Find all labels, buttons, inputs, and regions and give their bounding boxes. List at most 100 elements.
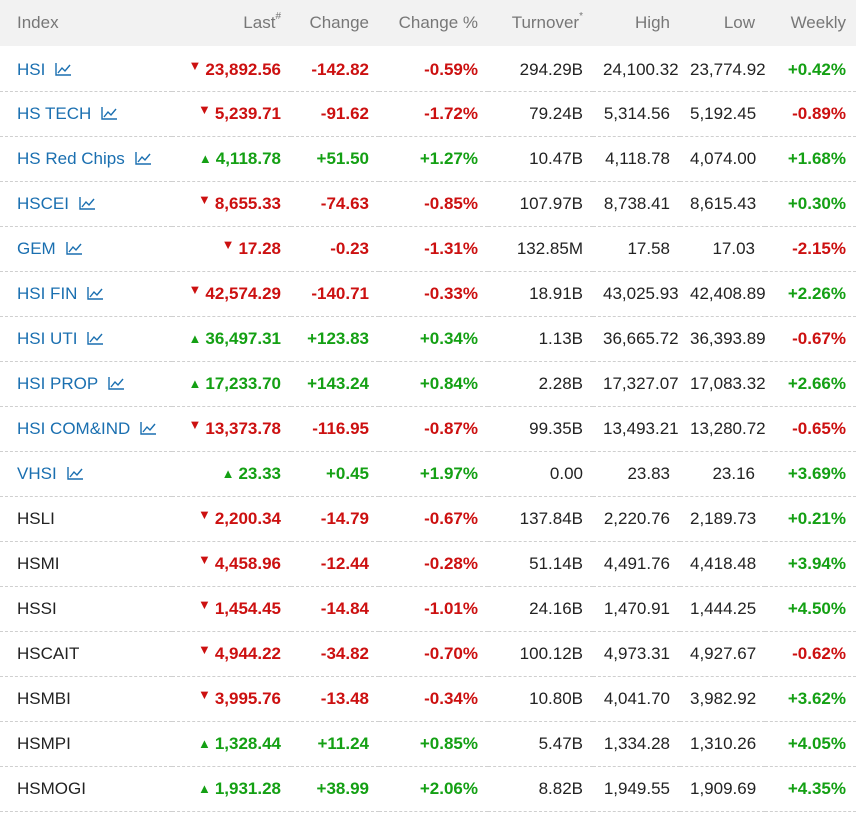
index-name-cell: HSCEI — [0, 181, 172, 227]
chart-icon[interactable] — [108, 375, 125, 390]
low-value: 1,310.26 — [680, 721, 765, 767]
header-low[interactable]: Low — [723, 13, 755, 32]
header-change[interactable]: Change — [309, 13, 369, 32]
chart-icon[interactable] — [79, 195, 96, 210]
table-body: HSI ▼ 23,892.56 -142.82 -0.59% 294.29B 24,100.… — [0, 46, 856, 812]
weekly-value: -2.15% — [765, 226, 856, 272]
last-cell: ▼ 5,239.71 — [172, 91, 291, 137]
last-value: 13,373.78 — [205, 418, 281, 438]
low-value: 13,280.72 — [680, 406, 766, 452]
weekly-value: +4.50% — [765, 586, 856, 632]
index-name[interactable]: HSI COM&IND — [17, 418, 131, 438]
high-value: 8,738.41 — [593, 181, 680, 227]
down-arrow-icon: ▼ — [221, 236, 235, 252]
chart-icon[interactable] — [87, 330, 104, 345]
high-value: 23.83 — [593, 451, 680, 497]
index-name[interactable]: HS TECH — [17, 103, 92, 123]
chart-icon[interactable] — [55, 61, 72, 76]
table-row: HSI FIN ▼ 42,574.29 -140.71 -0.33% 18.91B 43,0… — [0, 271, 856, 317]
index-name-cell: HSMBI — [0, 676, 172, 722]
low-value: 17.03 — [680, 226, 765, 272]
index-name[interactable]: HS Red Chips — [17, 148, 125, 168]
weekly-value: +4.05% — [765, 721, 856, 767]
table-row: HSLI ▼ 2,200.34 -14.79 -0.67% 137.84B 2,220.76… — [0, 496, 856, 542]
chart-icon[interactable] — [140, 420, 157, 435]
last-value: 36,497.31 — [205, 328, 281, 348]
index-name: HSMI — [17, 553, 60, 573]
change-pct-value: +2.06% — [379, 766, 488, 812]
index-name-cell: VHSI — [0, 451, 172, 497]
turnover-value: 137.84B — [488, 496, 593, 542]
down-arrow-icon: ▼ — [197, 101, 211, 117]
header-high[interactable]: High — [635, 13, 670, 32]
index-name: HSMBI — [17, 688, 71, 708]
weekly-value: +4.35% — [765, 766, 856, 812]
index-name[interactable]: HSI — [17, 60, 46, 80]
index-name[interactable]: VHSI — [17, 463, 57, 483]
index-name[interactable]: HSI PROP — [17, 373, 99, 393]
header-weekly[interactable]: Weekly — [790, 13, 846, 32]
low-value: 8,615.43 — [680, 181, 765, 227]
index-name: HSMPI — [17, 733, 71, 753]
change-value: -0.23 — [291, 226, 379, 272]
low-value: 4,418.48 — [680, 541, 765, 587]
index-name-cell: HSMOGI — [0, 766, 172, 812]
last-value: 1,931.28 — [214, 778, 281, 798]
low-value: 1,909.69 — [680, 766, 765, 812]
high-value: 4,118.78 — [593, 136, 680, 182]
low-value: 3,982.92 — [680, 676, 765, 722]
down-arrow-icon: ▼ — [197, 191, 211, 207]
header-turnover[interactable]: Turnover* — [511, 11, 583, 32]
up-arrow-icon: ▲ — [188, 330, 202, 346]
last-value: 4,118.78 — [215, 148, 281, 168]
last-cell: ▲ 4,118.78 — [172, 136, 291, 182]
index-name-cell: HSCAIT — [0, 631, 172, 677]
table-row: HSI COM&IND ▼ 13,373.78 -116.95 -0.87% 99.35B… — [0, 406, 856, 452]
header-index[interactable]: Index — [17, 13, 59, 32]
last-value: 42,574.29 — [205, 283, 281, 303]
last-value: 23,892.56 — [205, 60, 281, 80]
change-pct-value: -1.72% — [379, 91, 488, 137]
header-last[interactable]: Last# — [243, 11, 281, 32]
last-cell: ▲ 23.33 — [172, 451, 291, 497]
index-name[interactable]: HSCEI — [17, 193, 69, 213]
chart-icon[interactable] — [101, 105, 118, 120]
index-name[interactable]: HSI UTI — [17, 328, 78, 348]
weekly-value: +3.94% — [765, 541, 856, 587]
chart-icon[interactable] — [66, 240, 83, 255]
chart-icon[interactable] — [66, 465, 84, 480]
change-value: +38.99 — [291, 766, 379, 812]
change-pct-value: -0.70% — [379, 631, 488, 677]
change-value: +51.50 — [291, 136, 379, 182]
weekly-value: +0.21% — [765, 496, 856, 542]
turnover-value: 79.24B — [488, 91, 593, 137]
change-value: +0.45 — [291, 451, 379, 497]
index-name[interactable]: HSI FIN — [17, 283, 78, 303]
last-cell: ▼ 2,200.34 — [172, 496, 291, 542]
change-pct-value: -1.01% — [379, 586, 488, 632]
change-value: -34.82 — [291, 631, 379, 677]
header-change-pct[interactable]: Change % — [398, 13, 478, 32]
index-name: HSSI — [17, 598, 57, 618]
last-cell: ▼ 42,574.29 — [172, 271, 291, 317]
weekly-value: +2.66% — [765, 361, 856, 407]
low-value: 1,444.25 — [680, 586, 765, 632]
table-row: HSSI ▼ 1,454.45 -14.84 -1.01% 24.16B 1,470.91 1… — [0, 586, 856, 632]
table-row: HSI PROP ▲ 17,233.70 +143.24 +0.84% 2.28B 17,3… — [0, 361, 856, 407]
index-name-cell: HSMPI — [0, 721, 172, 767]
turnover-value: 1.13B — [488, 316, 593, 362]
index-name-cell: HS TECH — [0, 91, 172, 137]
last-cell: ▼ 4,458.96 — [172, 541, 291, 587]
header-turnover-mark: * — [579, 11, 583, 23]
index-name[interactable]: GEM — [17, 238, 56, 258]
high-value: 13,493.21 — [593, 406, 680, 452]
chart-icon[interactable] — [135, 150, 152, 165]
weekly-value: -0.89% — [765, 91, 856, 137]
index-name-cell: HSI PROP — [0, 361, 172, 407]
table-row: HSMPI ▲ 1,328.44 +11.24 +0.85% 5.47B 1,334.28 1… — [0, 721, 856, 767]
turnover-value: 99.35B — [488, 406, 593, 452]
up-arrow-icon: ▲ — [197, 780, 211, 796]
chart-icon[interactable] — [87, 285, 104, 300]
high-value: 4,491.76 — [593, 541, 680, 587]
table-row: HSMI ▼ 4,458.96 -12.44 -0.28% 51.14B 4,491.76 4… — [0, 541, 856, 587]
